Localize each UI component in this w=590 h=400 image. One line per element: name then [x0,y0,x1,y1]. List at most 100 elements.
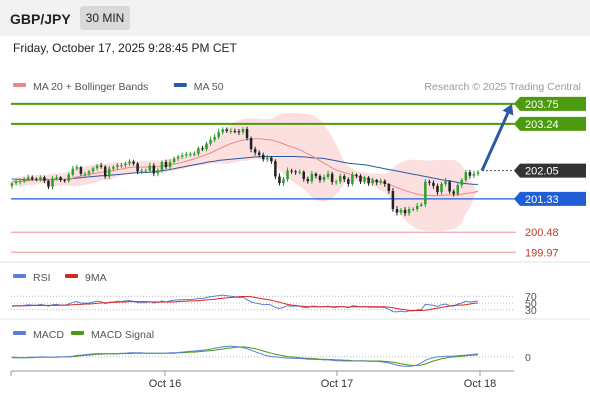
candle [193,151,196,157]
candle-body [107,168,111,177]
candle [472,170,476,179]
candle [363,175,366,184]
level-label-199.97: 199.97 [525,247,559,259]
candle [26,174,30,181]
candle [103,165,107,179]
candle [448,180,451,194]
candle [314,172,318,179]
candle-body [278,176,281,184]
candle-body [132,161,135,164]
candle-body [460,180,464,186]
x-axis-label: Oct 16 [149,378,181,390]
candle [116,162,119,170]
candle [132,159,135,166]
candle [39,175,42,182]
candle-body [270,157,273,162]
credit-text: Research © 2025 Trading Central [424,81,581,93]
rsi-line [11,294,479,313]
candle-body [322,176,326,181]
candle-body [10,183,14,186]
candle-body [172,158,176,162]
level-tag-box [514,96,586,111]
candle [14,179,18,186]
candle-body [375,180,378,183]
candle-body [241,129,245,133]
candle [107,165,111,179]
candle-body [355,174,358,176]
legend-swatch [13,331,26,335]
candle-body [124,163,127,166]
candle-body [420,204,423,206]
candle-body [120,165,123,167]
candle [156,168,160,177]
candle-body [456,185,459,194]
candle-body [95,165,99,169]
candle-body [245,129,249,139]
candle-body [83,173,87,175]
candle [55,174,58,181]
candle-body [257,152,261,155]
candle [383,179,387,187]
candle-body [326,173,330,177]
candle [464,169,468,183]
candle [189,151,192,157]
candle [79,165,83,176]
candle [278,173,281,186]
timeframe-button[interactable]: 30 MIN [80,6,130,30]
candle-body [71,168,75,175]
candle-body [136,163,139,172]
candle [310,171,314,184]
candle-body [99,165,103,167]
candle-body [371,180,374,184]
candle-body [452,191,455,194]
candle [330,171,334,185]
candle [407,206,411,216]
candle [338,173,342,184]
candle [274,159,277,180]
candle-body [152,165,156,174]
candle [71,165,75,177]
candle [286,167,289,182]
candle [432,180,435,189]
candle [229,128,233,134]
candle [343,174,346,183]
rsi-level-label: 70 [525,291,537,303]
candle-body [176,156,180,159]
candle-body [472,173,476,176]
candle [140,168,143,175]
candle [420,202,423,208]
candle-body [411,209,415,211]
candle-body [249,138,253,150]
rsi-ma-line [12,296,479,311]
candle [112,165,115,171]
candle [399,207,403,215]
candle-body [395,209,399,213]
candle-body [351,174,354,184]
candle [51,176,54,190]
level-label-200.48: 200.48 [525,227,559,239]
candle [201,145,204,152]
candle-body [217,132,220,137]
candle [164,159,168,170]
candle-body [403,209,407,214]
candle [10,182,14,189]
candle [334,179,338,185]
candle [87,169,91,177]
legend-swatch [65,274,78,278]
candle-body [274,161,277,177]
candle-body [213,136,216,140]
candle-body [415,205,419,210]
candle [318,174,322,183]
candle-body [424,181,427,205]
candle [436,183,439,195]
candle-body [261,154,265,160]
legend-label: MACD [33,329,64,341]
candle [233,128,237,134]
candle [452,189,455,197]
candle-body [391,191,395,210]
candle [290,168,293,174]
candle [270,156,273,164]
candle [261,152,265,162]
candle-body [407,209,411,214]
candle-body [197,148,200,154]
